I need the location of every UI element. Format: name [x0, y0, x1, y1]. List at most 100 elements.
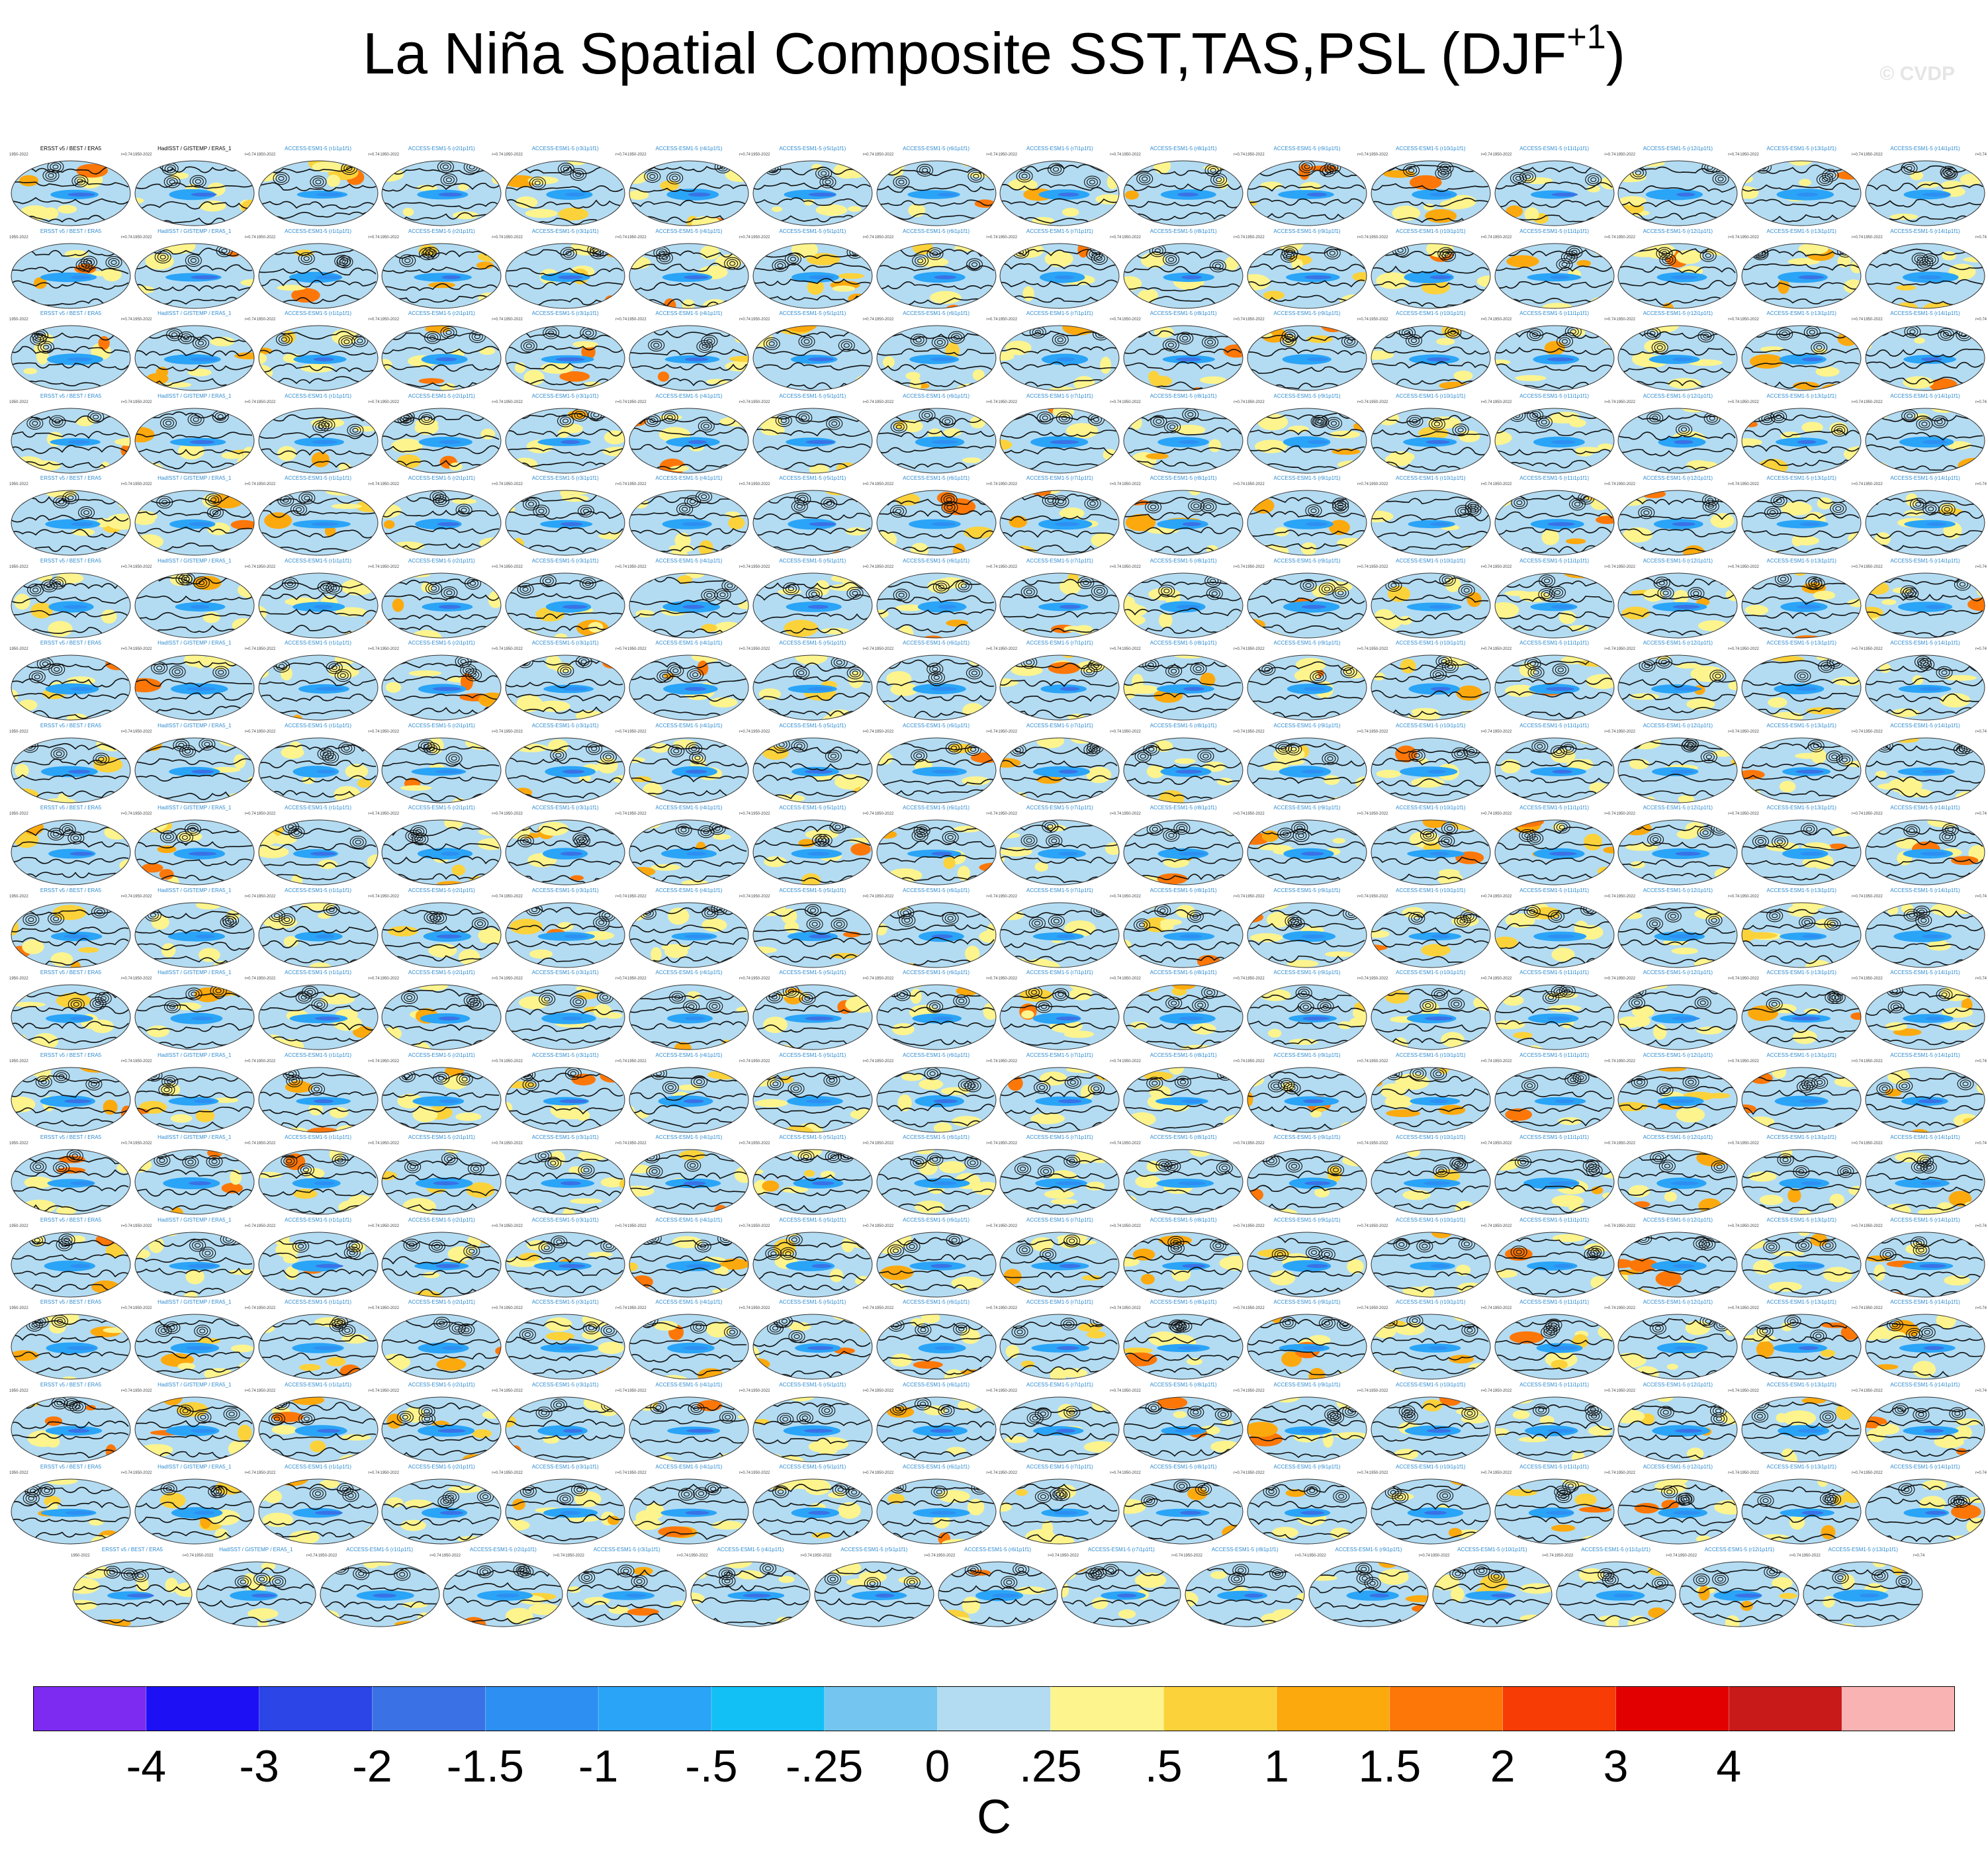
- warm-anomaly: [480, 428, 496, 439]
- psl-contour-ring: [938, 584, 944, 590]
- warm-anomaly: [300, 363, 334, 373]
- warm-anomaly: [981, 216, 996, 226]
- map-outline: [258, 160, 379, 226]
- warm-anomaly: [1099, 243, 1120, 250]
- panel-year-range: 1950-2022: [504, 729, 523, 734]
- psl-contour-ring: [1139, 174, 1151, 183]
- psl-contour-ring: [893, 175, 910, 189]
- warm-anomaly: [597, 756, 618, 774]
- global-map: [1494, 737, 1615, 803]
- psl-contour: [506, 611, 623, 619]
- warm-anomaly: [187, 369, 212, 377]
- panel-stat: r=0.74: [368, 235, 380, 240]
- panel-stat: r=0.74: [1604, 894, 1616, 899]
- psl-contour-ring: [1557, 667, 1564, 672]
- psl-contour: [1124, 678, 1242, 687]
- psl-contour: [629, 610, 747, 618]
- psl-contour-ring: [1770, 494, 1787, 508]
- warm-anomaly: [848, 293, 867, 304]
- warm-anomaly: [1623, 527, 1653, 543]
- cold-core: [1922, 193, 1951, 197]
- psl-contour: [752, 496, 871, 506]
- psl-contour-ring: [1328, 418, 1340, 428]
- map-outline: [629, 737, 749, 803]
- warm-anomaly: [472, 549, 499, 555]
- psl-contour-ring: [1168, 257, 1175, 262]
- psl-contour-ring: [192, 177, 204, 186]
- panel-title: ERSST v5 / BEST / ERA5: [40, 475, 102, 481]
- warm-anomaly: [1929, 378, 1958, 390]
- warm-anomaly: [400, 785, 432, 791]
- psl-contour-ring: [1084, 175, 1101, 189]
- psl-contour-ring: [1441, 660, 1459, 673]
- psl-contour-ring: [35, 337, 42, 342]
- map-panel: ERSST v5 / BEST / ERA5 1950-2022 r=0.74: [9, 310, 132, 394]
- panel-year-range: 1950-2022: [750, 235, 770, 240]
- psl-contour: [1247, 694, 1365, 703]
- warm-anomaly: [660, 180, 680, 191]
- psl-contour: [1494, 363, 1613, 372]
- psl-contour-ring: [1155, 418, 1162, 424]
- panel-title: ACCESS-ESM1-5 (r13i1p1f1): [1766, 228, 1836, 234]
- warm-anomaly: [1787, 904, 1818, 917]
- warm-anomaly: [203, 611, 220, 623]
- global-map: [1247, 160, 1367, 226]
- psl-contour-ring: [440, 326, 457, 339]
- global-map: [1371, 490, 1491, 556]
- warm-anomaly: [889, 682, 919, 696]
- global-map: [1617, 490, 1738, 556]
- warm-anomaly: [572, 341, 598, 348]
- warm-anomaly: [421, 582, 433, 592]
- warm-anomaly: [1274, 527, 1289, 537]
- panel-stat: r=0.74: [1110, 894, 1122, 899]
- map-outline: [1741, 655, 1862, 721]
- panel-title: HadISST / GISTEMP / ERA5_1: [158, 640, 232, 646]
- psl-contour-ring: [1093, 416, 1100, 422]
- map-panel: ACCESS-ESM1-5 (r4i1p1f1) 1950-2022 r=0.74: [627, 393, 750, 476]
- panel-year-range: 1950-2022: [1369, 729, 1388, 734]
- psl-contour-ring: [181, 746, 193, 756]
- psl-contour: [1124, 512, 1242, 521]
- psl-contour-ring: [560, 666, 572, 676]
- panel-year-range: 1950-2022: [1369, 482, 1388, 486]
- global-map: [1617, 408, 1738, 473]
- psl-contour-ring: [648, 339, 665, 352]
- psl-contour-ring: [1925, 504, 1937, 514]
- map-panel: ACCESS-ESM1-5 (r5i1p1f1) 1950-2022 r=0.74: [751, 723, 874, 806]
- warm-anomaly: [1296, 658, 1326, 672]
- psl-contour-ring: [1817, 173, 1834, 186]
- psl-contour-ring: [180, 333, 192, 342]
- psl-contour-ring: [1191, 501, 1202, 511]
- panel-year-range: 1950-2022: [1740, 647, 1759, 651]
- psl-contour-ring: [278, 664, 285, 669]
- cold-core: [1060, 687, 1080, 691]
- global-map: [1741, 408, 1862, 473]
- warm-anomaly: [1456, 685, 1482, 701]
- psl-contour-ring: [528, 502, 535, 507]
- panel-year-range: 1950-2022: [9, 894, 28, 899]
- map-outline: [999, 243, 1120, 308]
- psl-contour: [876, 445, 994, 453]
- psl-contour-ring: [557, 414, 574, 428]
- panel-title: ERSST v5 / BEST / ERA5: [40, 392, 102, 399]
- panel-stat: r=0.74: [862, 977, 874, 981]
- warm-anomaly: [75, 416, 95, 426]
- warm-anomaly: [633, 820, 662, 829]
- warm-anomaly: [1541, 529, 1559, 545]
- psl-contour-ring: [445, 330, 452, 335]
- psl-contour-ring: [1452, 423, 1469, 436]
- psl-contour-ring: [606, 754, 612, 759]
- psl-contour: [876, 498, 994, 506]
- global-map: [629, 655, 749, 721]
- map-panel: ACCESS-ESM1-5 (r5i1p1f1) 1950-2022 r=0.74: [751, 228, 874, 312]
- psl-contour: [1371, 429, 1489, 437]
- global-map: [1865, 408, 1985, 473]
- warm-anomaly: [1408, 713, 1441, 720]
- panel-title: ACCESS-ESM1-5 (r11i1p1f1): [1519, 228, 1589, 234]
- psl-contour-ring: [1210, 578, 1216, 584]
- map-panel: ACCESS-ESM1-5 (r12i1p1f1) 1950-2022 r=0.74: [1616, 805, 1739, 888]
- psl-contour-ring: [1794, 669, 1811, 683]
- panel-stat: r=0.74: [1234, 894, 1245, 899]
- panel-year-range: 1950-2022: [9, 565, 28, 569]
- psl-contour: [1494, 691, 1613, 700]
